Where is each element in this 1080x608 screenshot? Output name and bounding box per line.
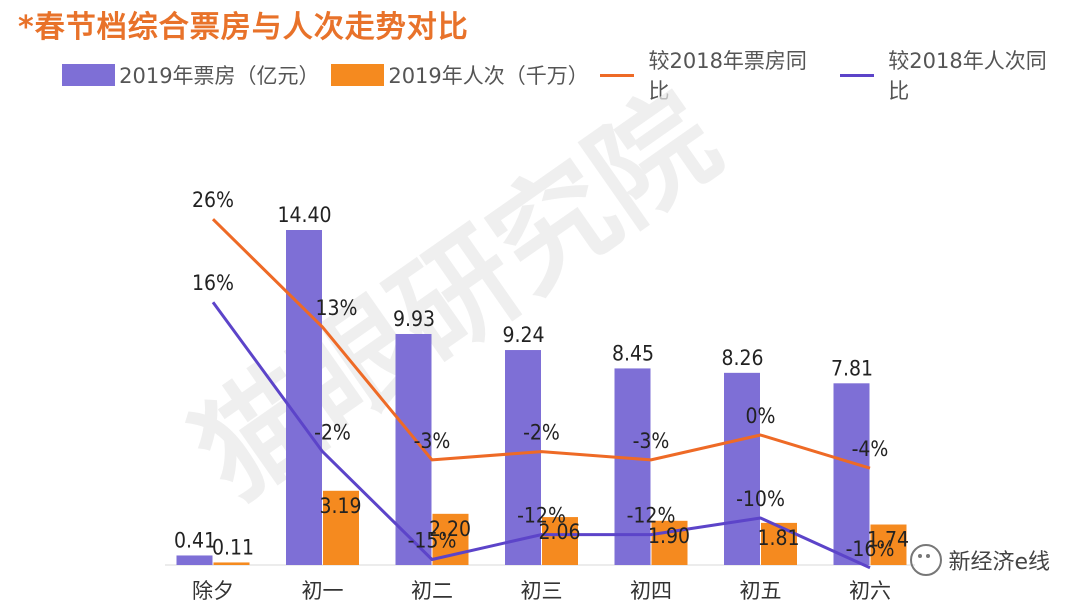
brand-watermark-text: 新经济e线 [948, 550, 1050, 575]
bar-revenue-3 [505, 350, 541, 565]
legend-swatch-audience [331, 64, 385, 86]
legend-swatch-audience-yoy [840, 73, 875, 77]
data-label-revenue-yoy-4: -3% [633, 429, 670, 453]
bar-revenue-4 [614, 368, 651, 565]
bar-revenue-2 [395, 333, 432, 565]
data-label-revenue-yoy-6: -4% [852, 437, 889, 461]
bar-audience-3 [542, 517, 578, 565]
chart-title: *春节档综合票房与人次走势对比 [18, 10, 469, 45]
data-label-audience-yoy-2: -15% [408, 529, 457, 553]
legend-swatch-revenue-yoy [600, 73, 635, 77]
chart-legend: 2019年票房（亿元） 2019年人次（千万） 较2018年票房同比 较2018… [62, 49, 1080, 103]
bar-revenue-0 [176, 555, 213, 565]
bar-audience-4 [651, 520, 688, 565]
data-label-revenue-1: 14.40 [277, 203, 331, 227]
data-label-revenue-2: 9.93 [393, 307, 435, 331]
data-label-revenue-yoy-5: 0% [746, 404, 776, 428]
x-tick-label-3: 初三 [521, 579, 563, 603]
legend-label-audience-yoy: 较2018年人次同比 [888, 49, 1047, 103]
legend-item-revenue: 2019年票房（亿元） [62, 60, 320, 90]
legend-label-revenue: 2019年票房（亿元） [119, 64, 320, 88]
data-label-audience-2: 2.20 [429, 517, 471, 541]
wechat-icon [910, 544, 943, 576]
legend-item-audience: 2019年人次（千万） [331, 60, 589, 90]
legend-item-revenue-yoy: 较2018年票房同比 [600, 45, 818, 105]
x-tick-label-4: 初四 [630, 579, 672, 603]
data-label-revenue-yoy-1: 13% [316, 296, 358, 320]
legend-item-audience-yoy: 较2018年人次同比 [840, 45, 1058, 105]
brand-watermark: 新经济e线 [910, 544, 1050, 576]
line-audience-yoy [211, 301, 871, 570]
x-tick-label-1: 初一 [302, 579, 344, 603]
data-label-audience-yoy-4: -12% [627, 504, 676, 528]
data-label-audience-5: 1.81 [757, 526, 799, 550]
data-label-audience-yoy-3: -12% [517, 504, 566, 528]
x-tick-label-0: 除夕 [192, 579, 234, 603]
data-label-revenue-0: 0.41 [174, 528, 216, 552]
bar-audience-1 [323, 490, 359, 565]
legend-label-audience: 2019年人次（千万） [388, 64, 589, 88]
data-label-revenue-6: 7.81 [831, 356, 873, 380]
data-label-audience-yoy-6: -16% [846, 537, 895, 561]
data-label-audience-3: 2.06 [538, 520, 580, 544]
data-label-audience-yoy-0: 16% [192, 271, 234, 295]
data-label-audience-4: 1.90 [648, 524, 690, 548]
data-label-revenue-yoy-3: -2% [523, 421, 560, 445]
data-label-revenue-5: 8.26 [721, 346, 763, 370]
data-label-audience-1: 3.19 [319, 494, 361, 518]
bar-audience-0 [213, 562, 250, 565]
bar-revenue-5 [724, 372, 760, 565]
legend-swatch-revenue [62, 64, 116, 86]
data-label-audience-yoy-5: -10% [736, 487, 785, 511]
x-tick-label-2: 初二 [411, 579, 453, 603]
data-label-audience-yoy-1: -2% [314, 421, 351, 445]
x-tick-label-5: 初五 [740, 579, 782, 603]
data-label-audience-6: 1.74 [867, 528, 909, 552]
bar-audience-5 [761, 522, 797, 565]
data-label-revenue-yoy-2: -3% [414, 429, 451, 453]
legend-label-revenue-yoy: 较2018年票房同比 [648, 49, 807, 103]
data-label-revenue-3: 9.24 [502, 323, 544, 347]
x-tick-label-6: 初六 [849, 579, 891, 603]
bar-audience-6 [870, 524, 907, 565]
line-revenue-yoy [211, 218, 871, 470]
bar-revenue-1 [286, 230, 322, 565]
data-label-revenue-yoy-0: 26% [192, 188, 234, 212]
data-label-revenue-4: 8.45 [612, 341, 654, 365]
data-label-audience-0: 0.11 [212, 535, 254, 559]
bar-revenue-6 [833, 383, 870, 565]
